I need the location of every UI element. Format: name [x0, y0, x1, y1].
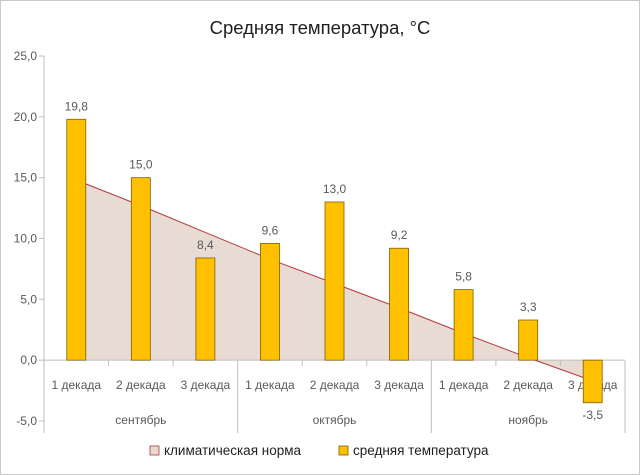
legend: климатическая норма средняя температура — [149, 443, 489, 458]
y-tick-label: 25,0 — [14, 49, 38, 63]
x-group-label: октябрь — [313, 413, 357, 427]
temperature-bar — [518, 319, 539, 361]
data-label: 9,2 — [391, 228, 408, 242]
data-label: 8,4 — [197, 238, 214, 252]
y-tick-label: 15,0 — [14, 171, 38, 185]
x-category-label: 3 декада — [181, 378, 231, 392]
data-label: 19,8 — [65, 99, 89, 113]
legend-swatch-climate-norm — [149, 445, 160, 456]
y-tick-label: 0,0 — [20, 353, 37, 367]
y-tick-label: -5,0 — [16, 414, 37, 428]
x-category-label: 3 декада — [374, 378, 424, 392]
bars-layer — [66, 118, 603, 404]
temperature-bar — [130, 177, 151, 361]
temperature-bar — [324, 201, 345, 361]
temperature-bar — [66, 118, 87, 361]
legend-label-climate-norm: климатическая норма — [164, 443, 302, 458]
x-category-label: 2 декада — [503, 378, 553, 392]
x-category-label: 1 декада — [245, 378, 295, 392]
x-group-label: ноябрь — [508, 413, 548, 427]
x-category-label: 2 декада — [116, 378, 166, 392]
data-label: 15,0 — [129, 158, 153, 172]
x-group-label: сентябрь — [115, 413, 166, 427]
data-label: 13,0 — [323, 182, 347, 196]
data-label: 5,8 — [455, 270, 472, 284]
chart-title: Средняя температура, °С — [210, 17, 431, 38]
x-category-label: 2 декада — [310, 378, 360, 392]
legend-label-temperature: средняя температура — [353, 443, 489, 458]
data-label: 3,3 — [520, 300, 537, 314]
data-label: 9,6 — [262, 223, 279, 237]
legend-swatch-temperature — [338, 445, 349, 456]
data-label: -3,5 — [582, 408, 603, 422]
y-tick-label: 10,0 — [14, 232, 38, 246]
x-category-label: 1 декада — [52, 378, 102, 392]
y-tick-label: 5,0 — [20, 292, 37, 306]
x-category-label: 1 декада — [439, 378, 489, 392]
data-labels-layer: 19,8 15,0 8,4 9,6 13,0 9,2 5,8 3,3 -3,5 — [65, 99, 604, 421]
temperature-bar — [389, 247, 409, 361]
temperature-bar — [195, 257, 216, 361]
y-tick-label: 20,0 — [14, 110, 38, 124]
temperature-bar — [582, 359, 603, 404]
temperature-bar — [260, 242, 280, 361]
temperature-bar — [453, 289, 474, 361]
